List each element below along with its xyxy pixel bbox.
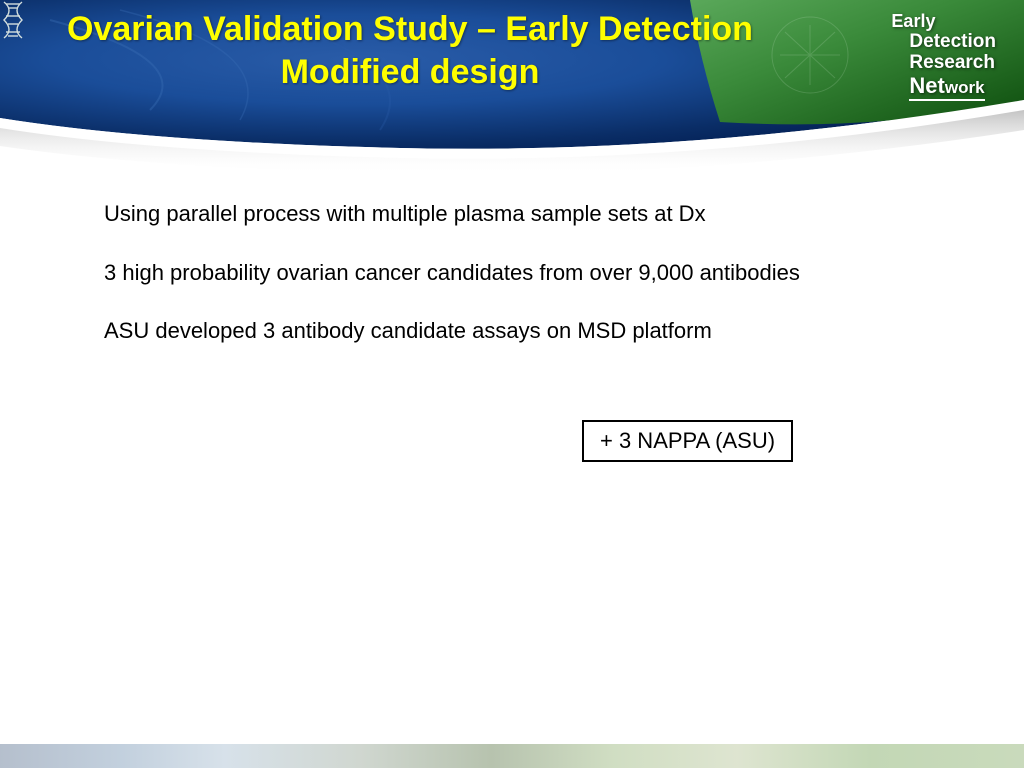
bullet-1: Using parallel process with multiple pla… [104,200,924,229]
nappa-box: + 3 NAPPA (ASU) [582,420,793,462]
logo-line-network: Network [909,74,984,101]
slide-title: Ovarian Validation Study – Early Detecti… [10,8,810,93]
bullet-2: 3 high probability ovarian cancer candid… [104,259,924,288]
bullet-3: ASU developed 3 antibody candidate assay… [104,317,924,346]
edrn-logo: Early Detection Research Network [891,12,996,101]
logo-line-research: Research [909,53,996,74]
dna-helix-icon [0,0,26,40]
slide-body: Using parallel process with multiple pla… [104,200,924,376]
logo-line-early: Early [891,12,996,32]
logo-line-detection: Detection [909,32,996,53]
slide-header: Ovarian Validation Study – Early Detecti… [0,0,1024,148]
slide-footer-bar [0,744,1024,768]
